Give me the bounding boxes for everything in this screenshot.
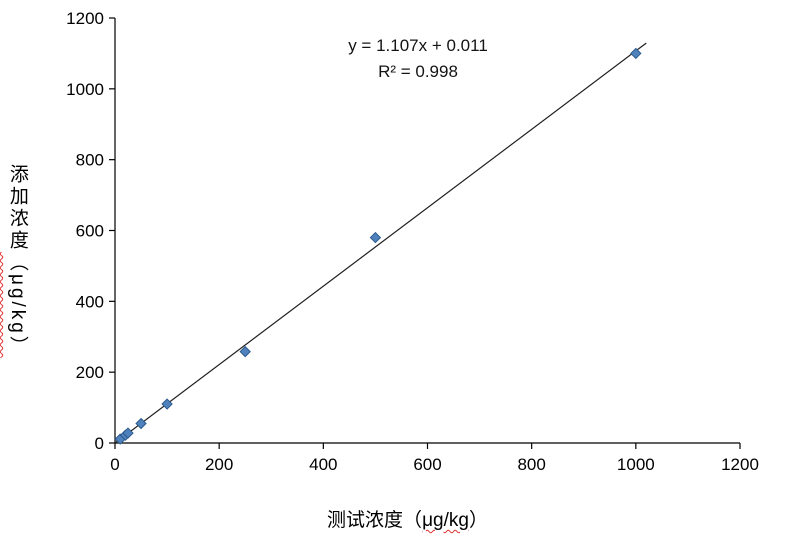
y-tick-label: 400 [76, 292, 104, 311]
trendline-annotation: y = 1.107x + 0.011 R² = 0.998 [268, 33, 568, 84]
x-axis-title-suffix: ） [468, 510, 488, 531]
data-point [161, 398, 173, 410]
y-tick-label: 1000 [66, 80, 104, 99]
y-tick-label: 600 [76, 222, 104, 241]
r-squared-text: R² = 0.998 [378, 61, 458, 81]
data-point [122, 427, 134, 439]
x-tick-label: 1000 [617, 455, 655, 474]
x-tick-label: 1200 [721, 455, 759, 474]
x-axis-title-unit: μg/kg [422, 510, 469, 531]
y-tick-label: 200 [76, 363, 104, 382]
data-point [135, 417, 147, 430]
x-tick-label: 200 [205, 455, 233, 474]
y-tick-label: 1200 [66, 9, 104, 28]
x-axis-title-prefix: 测试浓度（ [327, 510, 423, 531]
y-axis-title: 添加浓度（μg/kg） [6, 164, 28, 358]
trendline-equation-text: y = 1.107x + 0.011 [348, 36, 488, 55]
y-axis-title-text: 添加浓度 [6, 164, 28, 252]
y-tick-label: 0 [95, 434, 104, 453]
data-point [369, 231, 382, 244]
x-tick-label: 600 [413, 455, 441, 474]
x-tick-label: 0 [110, 455, 119, 474]
x-axis-title: 测试浓度（μg/kg） [115, 505, 700, 532]
x-tick-label: 400 [309, 455, 337, 474]
data-point [239, 345, 251, 358]
trendline [115, 42, 647, 443]
y-tick-label: 800 [76, 151, 104, 170]
data-point [630, 47, 642, 60]
x-tick-label: 800 [517, 455, 545, 474]
y-axis-title-unit: （μg/kg） [6, 252, 28, 358]
